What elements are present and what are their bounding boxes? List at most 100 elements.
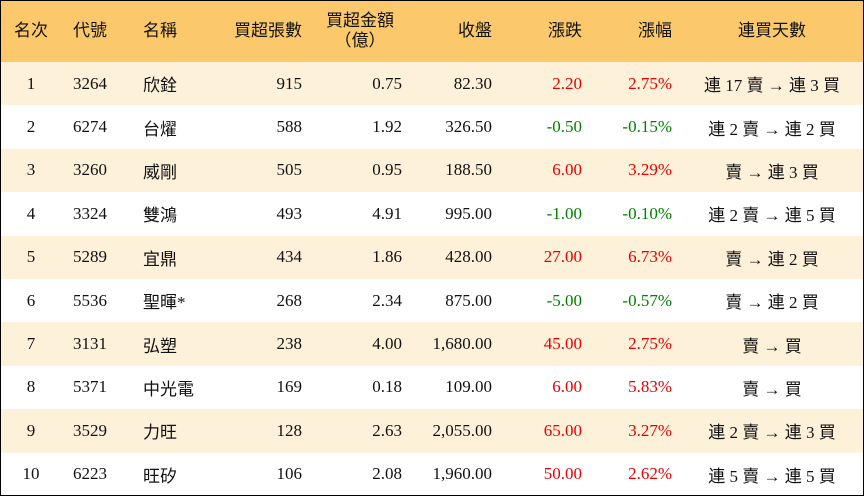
- header-row: 名次 代號 名稱 買超張數 買超金額 （億） 收盤 漲跌 漲幅 連買天數: [0, 0, 864, 62]
- header-cell: 收盤: [410, 0, 500, 62]
- table-cell: 2.63: [310, 409, 410, 453]
- table-cell: 1: [0, 62, 62, 106]
- table-cell: 106: [215, 452, 310, 496]
- table-cell: 268: [215, 278, 310, 323]
- table-cell: 連 17 賣 → 連 3 買: [680, 62, 864, 106]
- table-cell: 188.50: [410, 148, 500, 193]
- header-cell: 連買天數: [680, 0, 864, 62]
- table-cell: 連 2 賣 → 連 2 買: [680, 105, 864, 149]
- table-cell: 6.00: [500, 365, 590, 410]
- table-cell: 賣 → 買: [680, 322, 864, 366]
- table-cell: 威剛: [118, 148, 215, 193]
- table-cell: 6274: [62, 105, 118, 149]
- table-cell: 65.00: [500, 409, 590, 453]
- table-cell: 連 2 賣 → 連 3 買: [680, 409, 864, 453]
- table-cell: 995.00: [410, 192, 500, 236]
- table-cell: 3.29%: [590, 148, 680, 193]
- table-cell: 45.00: [500, 322, 590, 366]
- table-cell: 2: [0, 105, 62, 149]
- table-row: 10 6223 旺矽 106 2.08 1,960.00 50.00 2.62% 連 5 賣 →…: [0, 452, 864, 496]
- header-cell: 買超金額 （億）: [310, 0, 410, 62]
- table-cell: 6.73%: [590, 235, 680, 279]
- table-row: 6 5536 聖暉* 268 2.34 875.00 -5.00 -0.57% 賣 → 連 2 …: [0, 278, 864, 323]
- table-cell: 505: [215, 148, 310, 193]
- table-cell: 3131: [62, 322, 118, 366]
- header-cell: 買超張數: [215, 0, 310, 62]
- header-cell: 漲跌: [500, 0, 590, 62]
- table-cell: 4.91: [310, 192, 410, 236]
- table-cell: 4.00: [310, 322, 410, 366]
- table-cell: 128: [215, 409, 310, 453]
- table-cell: 6: [0, 278, 62, 323]
- table-cell: 3.27%: [590, 409, 680, 453]
- table-cell: 1,680.00: [410, 322, 500, 366]
- table-cell: -5.00: [500, 278, 590, 323]
- table-cell: 弘塑: [118, 322, 215, 366]
- table-cell: 7: [0, 322, 62, 366]
- table-cell: 6223: [62, 452, 118, 496]
- table-row: 9 3529 力旺 128 2.63 2,055.00 65.00 3.27% 連 2 賣 → …: [0, 409, 864, 453]
- table-cell: 27.00: [500, 235, 590, 279]
- table-row: 8 5371 中光電 169 0.18 109.00 6.00 5.83% 賣 → 買: [0, 365, 864, 410]
- table-cell: 3264: [62, 62, 118, 106]
- table-cell: 82.30: [410, 62, 500, 106]
- table-cell: 賣 → 連 2 買: [680, 235, 864, 279]
- table-cell: -0.57%: [590, 278, 680, 323]
- table-cell: 3260: [62, 148, 118, 193]
- table-cell: 5.83%: [590, 365, 680, 410]
- table-cell: 2.08: [310, 452, 410, 496]
- table-row: 3 3260 威剛 505 0.95 188.50 6.00 3.29% 賣 → 連 3 買: [0, 148, 864, 193]
- table-cell: 力旺: [118, 409, 215, 453]
- table-cell: -1.00: [500, 192, 590, 236]
- table-cell: 2,055.00: [410, 409, 500, 453]
- header-line: 買超金額: [326, 11, 394, 30]
- table-cell: 雙鴻: [118, 192, 215, 236]
- table-row: 7 3131 弘塑 238 4.00 1,680.00 45.00 2.75% 賣 → 買: [0, 322, 864, 366]
- table-cell: 3324: [62, 192, 118, 236]
- table-cell: 915: [215, 62, 310, 106]
- table-cell: -0.50: [500, 105, 590, 149]
- table-body: 1 3264 欣銓 915 0.75 82.30 2.20 2.75% 連 17 賣 → 連 3…: [0, 62, 864, 496]
- table-cell: 5371: [62, 365, 118, 410]
- table-cell: 連 2 賣 → 連 5 買: [680, 192, 864, 236]
- table-cell: 聖暉*: [118, 278, 215, 323]
- table-cell: 875.00: [410, 278, 500, 323]
- table-cell: 5536: [62, 278, 118, 323]
- table-cell: -0.10%: [590, 192, 680, 236]
- header-cell: 代號: [62, 0, 118, 62]
- table-cell: 賣 → 買: [680, 365, 864, 410]
- table-cell: 台燿: [118, 105, 215, 149]
- table-cell: 賣 → 連 2 買: [680, 278, 864, 323]
- table-cell: 5: [0, 235, 62, 279]
- table-cell: 326.50: [410, 105, 500, 149]
- table-cell: 2.62%: [590, 452, 680, 496]
- table-cell: 6.00: [500, 148, 590, 193]
- table-cell: 2.75%: [590, 62, 680, 106]
- table-cell: 3: [0, 148, 62, 193]
- table-cell: 0.95: [310, 148, 410, 193]
- table-cell: 4: [0, 192, 62, 236]
- table-row: 1 3264 欣銓 915 0.75 82.30 2.20 2.75% 連 17 賣 → 連 3…: [0, 62, 864, 106]
- table-cell: 109.00: [410, 365, 500, 410]
- header-cell: 名稱: [118, 0, 215, 62]
- table-cell: 宜鼎: [118, 235, 215, 279]
- table-cell: 9: [0, 409, 62, 453]
- table-cell: 1.92: [310, 105, 410, 149]
- table-cell: 0.18: [310, 365, 410, 410]
- table-cell: 50.00: [500, 452, 590, 496]
- table-row: 5 5289 宜鼎 434 1.86 428.00 27.00 6.73% 賣 → 連 2 買: [0, 235, 864, 279]
- table-cell: 8: [0, 365, 62, 410]
- table-cell: 旺矽: [118, 452, 215, 496]
- header-cell: 漲幅: [590, 0, 680, 62]
- table-cell: 0.75: [310, 62, 410, 106]
- table-cell: 588: [215, 105, 310, 149]
- table-cell: 賣 → 連 3 買: [680, 148, 864, 193]
- table-cell: 493: [215, 192, 310, 236]
- table-cell: -0.15%: [590, 105, 680, 149]
- table-cell: 238: [215, 322, 310, 366]
- table-cell: 1.86: [310, 235, 410, 279]
- table-cell: 2.20: [500, 62, 590, 106]
- table-cell: 連 5 賣 → 連 5 買: [680, 452, 864, 496]
